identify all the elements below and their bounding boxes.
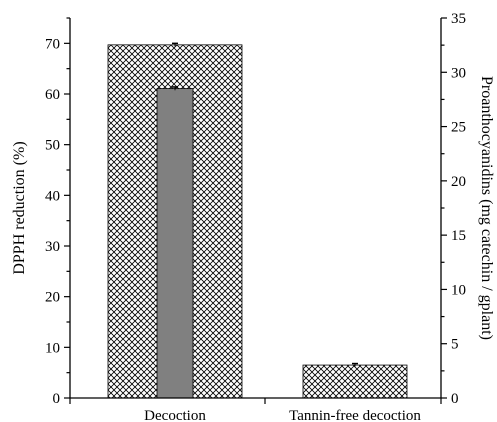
y-tick-label: 10 xyxy=(45,340,60,356)
left-y-axis: 0 10 20 30 40 50 60 70 xyxy=(45,17,70,407)
bar-tannin-free-decoction-dpph xyxy=(302,364,408,399)
y-tick-label: 0 xyxy=(53,391,61,407)
x-axis: Decoction Tannin-free decoction xyxy=(69,398,442,422)
y-tick-label: 60 xyxy=(45,87,60,103)
y2-tick-label: 25 xyxy=(451,120,466,136)
y2-tick-label: 10 xyxy=(451,282,466,298)
y2-tick-label: 15 xyxy=(451,228,466,244)
y-tick-label: 20 xyxy=(45,290,60,306)
y2-tick-label: 20 xyxy=(451,174,466,190)
y-tick-label: 70 xyxy=(45,36,60,52)
y2-tick-label: 5 xyxy=(451,337,459,353)
bars xyxy=(107,44,408,399)
y-axis-title: DPPH reduction (%) xyxy=(11,141,28,274)
y2-tick-label: 35 xyxy=(451,11,466,27)
x-tick-label: Tannin-free decoction xyxy=(289,408,421,422)
y2-tick-label: 0 xyxy=(451,391,459,407)
y2-tick-label: 30 xyxy=(451,65,466,81)
y2-axis-title: Proanthocyanidins (mg catechin / gplant) xyxy=(478,76,495,340)
x-tick-label: Decoction xyxy=(144,408,206,422)
right-y-axis: 0 5 10 15 20 25 30 35 xyxy=(441,11,466,407)
y-tick-label: 30 xyxy=(45,239,60,255)
y-tick-label: 40 xyxy=(45,188,60,204)
error-bars xyxy=(172,42,358,367)
bar-decoction-proanthocyanidins xyxy=(156,88,194,399)
y-tick-label: 50 xyxy=(45,138,60,154)
